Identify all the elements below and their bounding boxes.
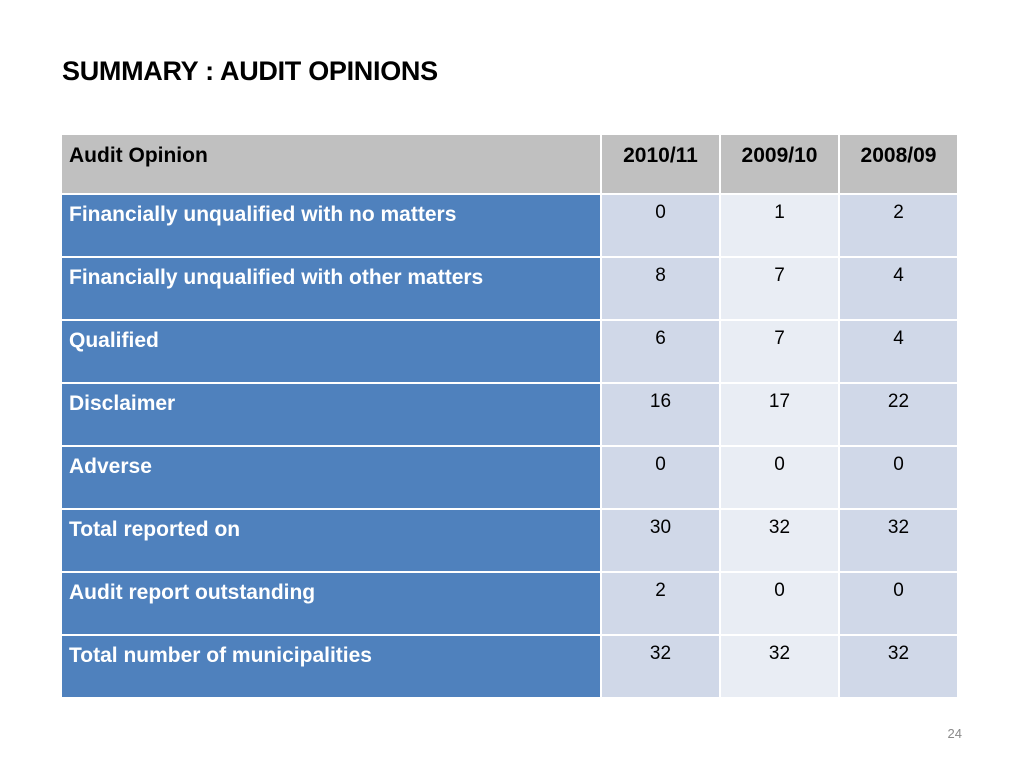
table-header-row: Audit Opinion 2010/11 2009/10 2008/09 xyxy=(60,133,959,195)
column-header-audit-opinion: Audit Opinion xyxy=(60,133,602,195)
column-header-2008-09: 2008/09 xyxy=(838,133,959,195)
column-header-2009-10: 2009/10 xyxy=(719,133,840,195)
table-cell: 7 xyxy=(719,256,840,321)
table-cell: 32 xyxy=(838,634,959,699)
slide-title: SUMMARY : AUDIT OPINIONS xyxy=(62,56,438,86)
table-cell: 17 xyxy=(719,382,840,447)
page-number: 24 xyxy=(947,726,962,741)
table-cell: 32 xyxy=(719,634,840,699)
row-label: Disclaimer xyxy=(60,382,602,447)
table-cell: 7 xyxy=(719,319,840,384)
table-cell: 1 xyxy=(719,193,840,258)
table-cell: 16 xyxy=(600,382,721,447)
table-row: Total reported on 30 32 32 xyxy=(60,508,959,573)
table-cell: 22 xyxy=(838,382,959,447)
table-cell: 0 xyxy=(838,445,959,510)
row-label: Financially unqualified with other matte… xyxy=(60,256,602,321)
row-label: Adverse xyxy=(60,445,602,510)
row-label: Total number of municipalities xyxy=(60,634,602,699)
table-row: Qualified 6 7 4 xyxy=(60,319,959,384)
table-cell: 32 xyxy=(600,634,721,699)
table-row: Financially unqualified with no matters … xyxy=(60,193,959,258)
table-cell: 32 xyxy=(838,508,959,573)
table-row: Financially unqualified with other matte… xyxy=(60,256,959,321)
table-cell: 4 xyxy=(838,319,959,384)
table-cell: 6 xyxy=(600,319,721,384)
table-cell: 2 xyxy=(838,193,959,258)
audit-opinions-table: Audit Opinion 2010/11 2009/10 2008/09 Fi… xyxy=(60,133,959,699)
column-header-2010-11: 2010/11 xyxy=(600,133,721,195)
table-cell: 32 xyxy=(719,508,840,573)
table-cell: 8 xyxy=(600,256,721,321)
table-cell: 4 xyxy=(838,256,959,321)
row-label: Financially unqualified with no matters xyxy=(60,193,602,258)
table-cell: 2 xyxy=(600,571,721,636)
table-cell: 0 xyxy=(838,571,959,636)
row-label: Qualified xyxy=(60,319,602,384)
table-row: Adverse 0 0 0 xyxy=(60,445,959,510)
row-label: Total reported on xyxy=(60,508,602,573)
table-row: Audit report outstanding 2 0 0 xyxy=(60,571,959,636)
table-row: Total number of municipalities 32 32 32 xyxy=(60,634,959,699)
table-cell: 0 xyxy=(719,445,840,510)
table-cell: 30 xyxy=(600,508,721,573)
row-label: Audit report outstanding xyxy=(60,571,602,636)
table-cell: 0 xyxy=(719,571,840,636)
table-cell: 0 xyxy=(600,193,721,258)
table-row: Disclaimer 16 17 22 xyxy=(60,382,959,447)
table-cell: 0 xyxy=(600,445,721,510)
